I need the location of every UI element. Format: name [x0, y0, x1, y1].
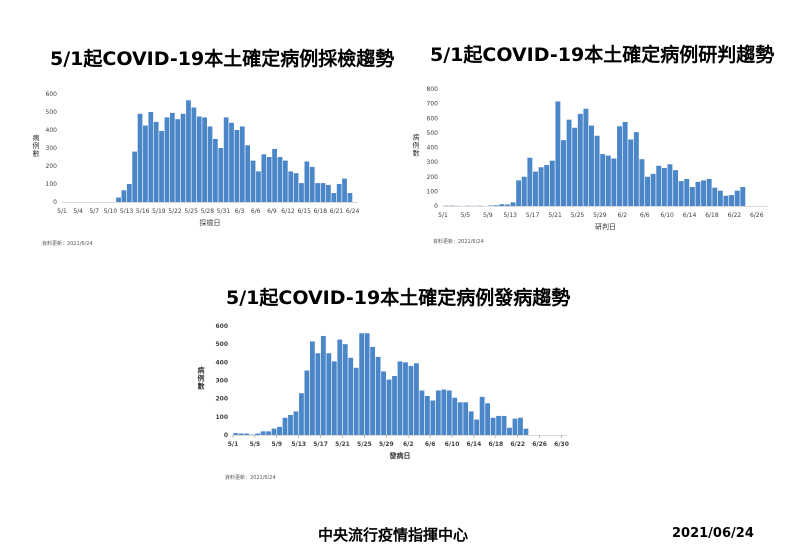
svg-text:100: 100 — [46, 181, 58, 188]
svg-text:6/21: 6/21 — [330, 208, 344, 215]
svg-text:發病日: 發病日 — [389, 451, 411, 460]
svg-text:5/17: 5/17 — [526, 212, 540, 219]
svg-text:300: 300 — [427, 159, 439, 166]
svg-text:6/9: 6/9 — [267, 208, 277, 215]
svg-text:5/19: 5/19 — [152, 208, 166, 215]
svg-text:5/13: 5/13 — [503, 212, 517, 219]
footer-organization: 中央流行疫情指揮中心 — [318, 526, 469, 544]
svg-text:0: 0 — [434, 203, 438, 210]
svg-text:400: 400 — [46, 127, 58, 134]
svg-text:200: 200 — [427, 174, 439, 181]
svg-text:6/18: 6/18 — [705, 212, 719, 219]
svg-text:病: 病 — [33, 133, 40, 142]
svg-text:5/21: 5/21 — [335, 441, 350, 448]
chart-title-sampling: 5/1起COVID-19本土確定病例採檢趨勢 — [50, 48, 395, 70]
svg-text:6/12: 6/12 — [281, 208, 295, 215]
svg-text:5/1: 5/1 — [438, 212, 448, 219]
svg-text:數: 數 — [198, 382, 205, 391]
svg-text:6/3: 6/3 — [235, 208, 245, 215]
svg-text:5/28: 5/28 — [201, 208, 215, 215]
svg-text:200: 200 — [215, 396, 228, 403]
svg-text:6/22: 6/22 — [510, 441, 525, 448]
svg-text:6/10: 6/10 — [660, 212, 674, 219]
svg-text:600: 600 — [427, 115, 439, 122]
svg-text:500: 500 — [215, 341, 228, 348]
svg-text:6/10: 6/10 — [445, 441, 460, 448]
svg-text:600: 600 — [215, 323, 228, 330]
svg-text:例: 例 — [198, 374, 205, 383]
svg-text:5/13: 5/13 — [291, 441, 306, 448]
svg-text:5/7: 5/7 — [89, 208, 99, 215]
bar-chart-onset-date: 0 100 200 300 400 500 600 病例數 5/1 5/5 5/9 5/13 5/17 5… — [195, 315, 585, 465]
svg-text:數: 數 — [33, 149, 40, 158]
svg-text:6/15: 6/15 — [297, 208, 311, 215]
svg-text:研判日: 研判日 — [595, 222, 616, 230]
svg-text:數: 數 — [413, 149, 420, 158]
svg-text:200: 200 — [46, 163, 58, 170]
bar-chart-sampling-date: 0 100 200 300 400 500 600 病例數 5/1 5/4 5/7 5/10 5/13 5… — [30, 82, 375, 227]
svg-text:400: 400 — [215, 359, 228, 366]
svg-text:5/25: 5/25 — [184, 208, 198, 215]
svg-text:病: 病 — [198, 366, 205, 375]
svg-text:5/9: 5/9 — [272, 441, 283, 448]
svg-text:800: 800 — [427, 86, 439, 93]
svg-text:例: 例 — [413, 141, 420, 150]
svg-text:500: 500 — [427, 130, 439, 137]
svg-text:300: 300 — [46, 145, 58, 152]
svg-text:5/16: 5/16 — [136, 208, 150, 215]
svg-text:6/6: 6/6 — [251, 208, 261, 215]
svg-text:例: 例 — [33, 141, 40, 150]
svg-text:500: 500 — [46, 109, 58, 116]
svg-text:5/5: 5/5 — [250, 441, 261, 448]
svg-text:6/22: 6/22 — [728, 212, 742, 219]
svg-text:採檢日: 採檢日 — [200, 218, 221, 227]
svg-text:6/18: 6/18 — [314, 208, 328, 215]
svg-text:600: 600 — [46, 91, 58, 98]
svg-text:0: 0 — [224, 432, 228, 439]
chart-title-onset: 5/1起COVID-19本土確定病例發病趨勢 — [226, 287, 571, 309]
svg-text:病: 病 — [413, 133, 420, 142]
svg-text:6/18: 6/18 — [488, 441, 503, 448]
svg-text:700: 700 — [427, 101, 439, 108]
svg-text:5/29: 5/29 — [379, 441, 394, 448]
footer-date: 2021/06/24 — [672, 526, 754, 541]
svg-text:6/26: 6/26 — [532, 441, 547, 448]
svg-text:6/6: 6/6 — [425, 441, 436, 448]
source-note: 資料更新：2021/6/24 — [42, 241, 93, 247]
svg-text:6/24: 6/24 — [346, 208, 360, 215]
svg-text:5/22: 5/22 — [168, 208, 182, 215]
svg-text:5/17: 5/17 — [313, 441, 328, 448]
svg-text:6/2: 6/2 — [617, 212, 627, 219]
svg-text:5/5: 5/5 — [461, 212, 471, 219]
svg-text:5/25: 5/25 — [357, 441, 372, 448]
svg-text:400: 400 — [427, 145, 439, 152]
svg-text:6/14: 6/14 — [467, 441, 482, 448]
source-note: 資料更新：2021/6/24 — [433, 239, 484, 245]
svg-text:6/30: 6/30 — [554, 441, 569, 448]
svg-text:5/9: 5/9 — [483, 212, 493, 219]
svg-text:5/31: 5/31 — [217, 208, 231, 215]
bar-chart-diagnosis-date: 0 100 200 300 400 500 600 700 800 病例數 5/1 5/5 5/9 5/1… — [410, 80, 780, 230]
chart-title-diagnosis: 5/1起COVID-19本土確定病例研判趨勢 — [430, 44, 775, 66]
source-note: 資料更新：2021/6/24 — [225, 475, 276, 481]
svg-text:5/29: 5/29 — [593, 212, 607, 219]
svg-text:5/13: 5/13 — [120, 208, 134, 215]
svg-text:5/1: 5/1 — [228, 441, 239, 448]
svg-text:6/26: 6/26 — [750, 212, 764, 219]
svg-text:6/14: 6/14 — [683, 212, 697, 219]
svg-text:5/25: 5/25 — [571, 212, 585, 219]
svg-text:6/2: 6/2 — [403, 441, 414, 448]
svg-text:5/1: 5/1 — [57, 208, 67, 215]
svg-text:300: 300 — [215, 378, 228, 385]
svg-text:100: 100 — [215, 414, 228, 421]
svg-text:5/10: 5/10 — [104, 208, 118, 215]
svg-text:5/21: 5/21 — [548, 212, 562, 219]
svg-text:5/4: 5/4 — [73, 208, 83, 215]
svg-text:0: 0 — [53, 199, 57, 206]
svg-text:100: 100 — [427, 188, 439, 195]
svg-text:6/6: 6/6 — [640, 212, 650, 219]
